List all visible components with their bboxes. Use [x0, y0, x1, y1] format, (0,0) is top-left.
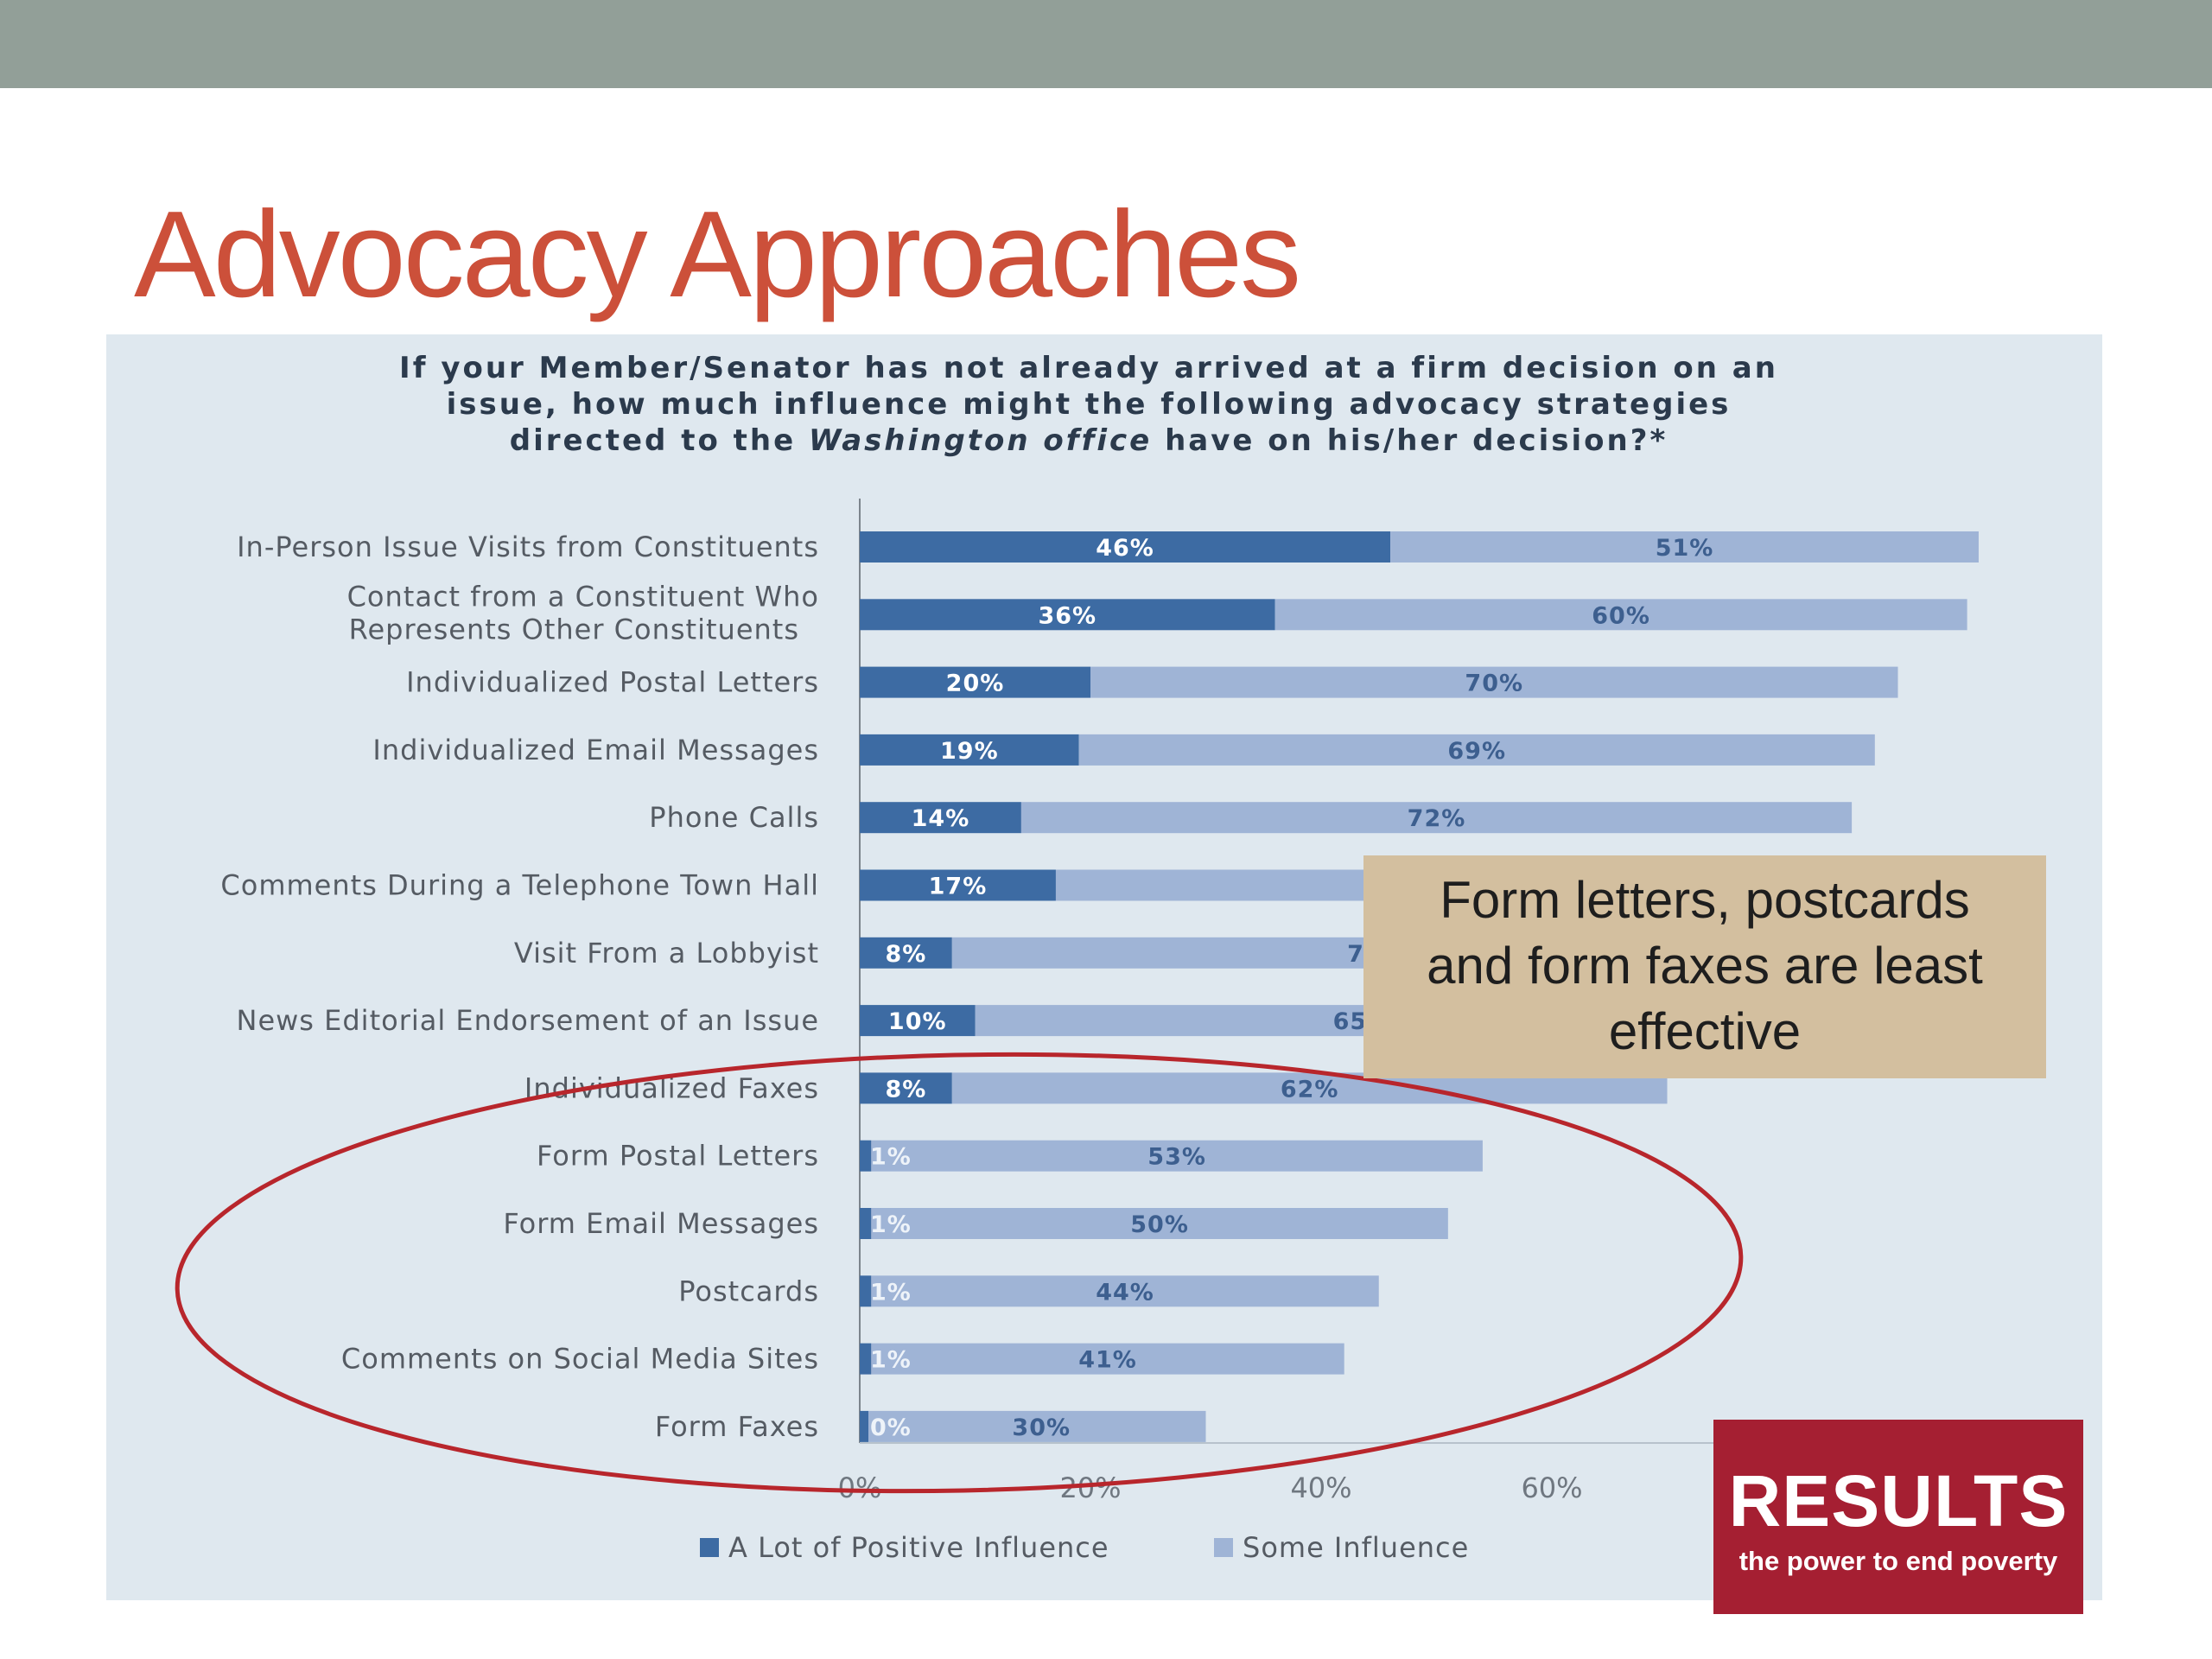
value-label-some: 72%: [1408, 805, 1466, 832]
bar-some-influence: [1090, 666, 1898, 698]
value-label-positive: 20%: [946, 671, 1005, 697]
category-label: Individualized Postal Letters: [406, 666, 819, 699]
legend-label-some: Some Influence: [1243, 1531, 1469, 1564]
legend-label-positive: A Lot of Positive Influence: [728, 1531, 1109, 1564]
value-label-some: 30%: [1012, 1414, 1071, 1441]
category-label: Form Postal Letters: [537, 1140, 819, 1173]
value-label-positive: 36%: [1038, 602, 1096, 629]
value-label-some: 7: [1347, 941, 1364, 968]
bar-positive-influence: [860, 1343, 872, 1375]
value-label-some: 62%: [1281, 1076, 1339, 1103]
bar-positive-influence: [860, 1275, 872, 1307]
value-label-positive: 1%: [870, 1211, 912, 1238]
value-label-some: 53%: [1147, 1144, 1206, 1171]
value-label-some: 41%: [1078, 1347, 1137, 1374]
value-label-some: 65: [1333, 1008, 1368, 1035]
value-label-positive: 1%: [870, 1347, 912, 1374]
bar-positive-influence: [860, 802, 1021, 834]
bar-positive-influence: [860, 1005, 976, 1037]
callout-box: Form letters, postcards and form faxes a…: [1363, 855, 2046, 1078]
bar-positive-influence: [860, 666, 1090, 698]
value-label-positive: 17%: [929, 874, 988, 900]
bar-positive-influence: [860, 1072, 952, 1104]
value-label-some: 70%: [1465, 671, 1523, 697]
value-label-positive: 14%: [912, 805, 970, 832]
value-label-some: 69%: [1447, 738, 1506, 765]
bar-positive-influence: [860, 734, 1079, 766]
top-band: [0, 0, 2212, 88]
bar-some-influence: [871, 1140, 1483, 1172]
callout-line-3: effective: [1608, 1002, 1802, 1060]
annotation-ellipse: [175, 1052, 1744, 1494]
chart-title-line-1: If your Member/Senator has not already a…: [399, 351, 1778, 385]
category-label: Postcards: [678, 1274, 819, 1307]
logo-word: RESULTS: [1728, 1460, 2069, 1541]
category-label: Represents Other Constituents: [349, 613, 799, 645]
value-label-positive: 0%: [870, 1414, 912, 1441]
value-label-positive: 19%: [940, 738, 999, 765]
slide-title: Advocacy Approaches: [134, 186, 1301, 323]
bar-some-influence: [868, 1410, 1206, 1442]
value-label-some: 44%: [1096, 1279, 1154, 1306]
value-label-some: 60%: [1592, 602, 1650, 629]
value-label-some: 50%: [1130, 1211, 1189, 1238]
x-tick-label: 0%: [838, 1471, 882, 1504]
callout-line-2: and form faxes are least: [1427, 937, 1983, 995]
bar-positive-influence: [860, 869, 1056, 901]
results-logo: RESULTS the power to end poverty: [1713, 1420, 2083, 1614]
category-label: Contact from a Constituent Who: [347, 580, 819, 613]
value-label-positive: 8%: [885, 941, 926, 968]
bar-some-influence: [1390, 531, 1979, 563]
bar-some-influence: [1274, 599, 1967, 631]
x-tick-label: 60%: [1521, 1471, 1582, 1504]
logo-tagline: the power to end poverty: [1738, 1546, 2058, 1576]
category-label: In-Person Issue Visits from Constituents: [237, 531, 819, 563]
legend-swatch-some: [1214, 1538, 1233, 1557]
bar-positive-influence: [860, 1208, 872, 1239]
bar-positive-influence: [860, 1140, 872, 1172]
category-label: Comments on Social Media Sites: [341, 1343, 819, 1376]
bar-some-influence: [871, 1208, 1448, 1239]
chart-title: If your Member/Senator has not already a…: [259, 350, 1918, 459]
bar-positive-influence: [860, 531, 1391, 563]
category-label: Phone Calls: [649, 801, 819, 834]
bar-positive-influence: [860, 937, 952, 969]
legend-swatch-positive: [700, 1538, 719, 1557]
chart-title-line-2: issue, how much influence might the foll…: [446, 387, 1732, 422]
value-label-positive: 1%: [870, 1144, 912, 1171]
bar-some-influence: [1020, 802, 1853, 834]
category-label: Individualized Email Messages: [372, 734, 819, 766]
bar-positive-influence: [860, 599, 1275, 631]
chart-title-emphasis: Washington office: [809, 423, 1153, 458]
category-label: Comments During a Telephone Town Hall: [220, 869, 819, 902]
chart-title-line-3-post: have on his/her decision?*: [1152, 423, 1669, 458]
x-tick-label: 40%: [1290, 1471, 1351, 1504]
bar-some-influence: [871, 1343, 1344, 1375]
chart-title-line-3: directed to the Washington office have o…: [259, 423, 1918, 459]
chart-title-line-3-pre: directed to the: [509, 423, 809, 458]
callout-line-1: Form letters, postcards: [1440, 871, 1970, 929]
value-label-positive: 46%: [1096, 535, 1154, 562]
bar-positive-influence: [860, 1410, 868, 1442]
category-label: Form Faxes: [655, 1410, 819, 1443]
value-label-positive: 1%: [870, 1279, 912, 1306]
category-label: Visit From a Lobbyist: [514, 937, 819, 969]
value-label-positive: 8%: [885, 1076, 926, 1103]
value-label-positive: 10%: [888, 1008, 947, 1035]
bar-some-influence: [871, 1275, 1379, 1307]
category-label: Form Email Messages: [503, 1207, 819, 1240]
category-label: News Editorial Endorsement of an Issue: [237, 1004, 820, 1037]
bar-some-influence: [1078, 734, 1875, 766]
value-label-some: 51%: [1656, 535, 1714, 562]
